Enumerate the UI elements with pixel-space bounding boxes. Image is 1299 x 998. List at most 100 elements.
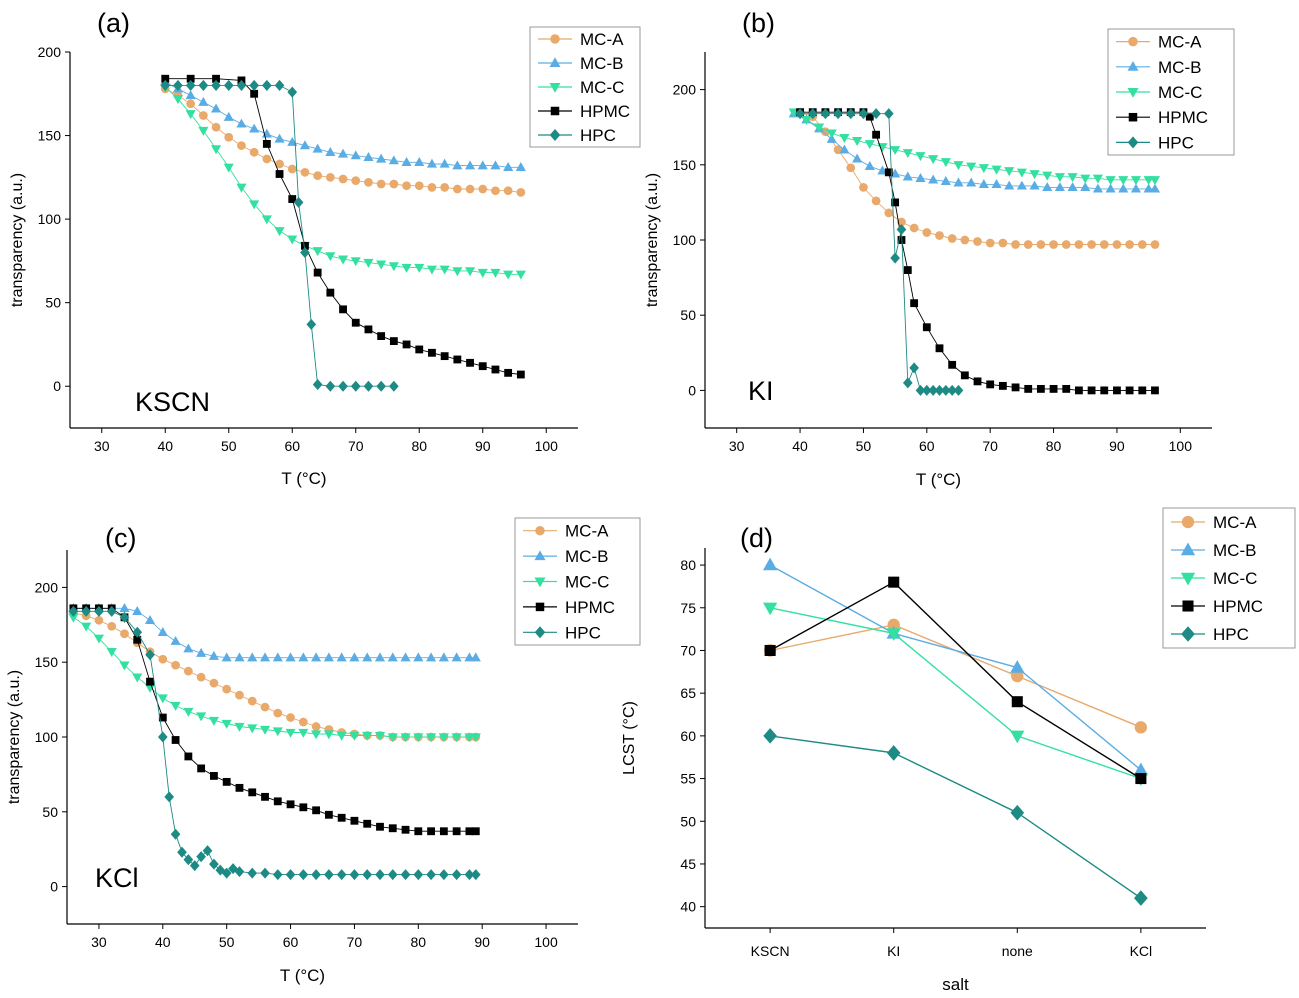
data-point bbox=[351, 318, 360, 327]
data-point bbox=[886, 745, 901, 761]
data-point bbox=[440, 182, 450, 192]
data-point bbox=[910, 299, 919, 308]
data-point bbox=[1023, 240, 1033, 249]
data-point bbox=[464, 267, 476, 277]
data-point bbox=[491, 186, 500, 196]
data-point bbox=[887, 618, 900, 632]
data-point bbox=[465, 184, 475, 194]
data-point bbox=[903, 266, 912, 274]
data-point bbox=[891, 198, 900, 207]
data-point bbox=[325, 146, 336, 156]
x-tick-label: 40 bbox=[155, 934, 171, 950]
series-line bbox=[73, 616, 476, 738]
data-point bbox=[985, 238, 995, 248]
data-point bbox=[503, 186, 513, 196]
data-point bbox=[223, 163, 234, 173]
data-point bbox=[172, 95, 184, 105]
data-point bbox=[236, 118, 247, 128]
data-point bbox=[106, 605, 117, 617]
data-point bbox=[1061, 240, 1071, 249]
data-point bbox=[897, 217, 906, 227]
data-point bbox=[890, 252, 900, 264]
data-point bbox=[146, 677, 154, 686]
data-point bbox=[1029, 180, 1040, 190]
legend-marker bbox=[535, 525, 545, 536]
data-point bbox=[490, 160, 501, 170]
data-point bbox=[259, 725, 271, 735]
data-point bbox=[119, 661, 130, 671]
data-point bbox=[223, 111, 234, 121]
data-point bbox=[234, 866, 245, 878]
data-point bbox=[157, 626, 168, 636]
data-point bbox=[298, 717, 308, 727]
data-point bbox=[350, 380, 361, 392]
data-point bbox=[236, 183, 247, 193]
y-tick-label: 200 bbox=[38, 44, 62, 60]
data-point bbox=[351, 176, 361, 186]
data-point bbox=[273, 708, 283, 718]
data-point bbox=[902, 377, 913, 389]
legend-marker bbox=[1180, 542, 1196, 556]
data-point bbox=[427, 827, 435, 836]
data-point bbox=[414, 157, 425, 166]
data-point bbox=[325, 252, 336, 262]
panel-label: (b) bbox=[742, 8, 775, 38]
data-point bbox=[820, 108, 831, 120]
data-point bbox=[145, 649, 155, 661]
data-point bbox=[1133, 762, 1149, 776]
data-point bbox=[826, 129, 837, 139]
data-point bbox=[363, 380, 374, 392]
series-hpc bbox=[160, 79, 399, 392]
x-tick-label: KSCN bbox=[751, 943, 790, 959]
salt-annotation: KI bbox=[748, 376, 774, 406]
data-point bbox=[921, 384, 932, 396]
data-point bbox=[312, 806, 321, 815]
data-point bbox=[306, 318, 317, 330]
data-point bbox=[164, 791, 175, 803]
data-point bbox=[451, 652, 462, 662]
data-point bbox=[1036, 240, 1046, 249]
y-tick-label: 65 bbox=[680, 685, 696, 701]
data-point bbox=[119, 611, 130, 623]
data-point bbox=[185, 110, 196, 120]
legend-label: MC-A bbox=[1213, 513, 1257, 532]
data-point bbox=[515, 162, 526, 171]
legend-label: MC-A bbox=[1158, 33, 1202, 52]
data-point bbox=[183, 643, 194, 653]
data-point bbox=[991, 165, 1002, 175]
x-tick-label: 80 bbox=[411, 934, 427, 950]
legend-label: HPC bbox=[565, 623, 601, 642]
data-point bbox=[94, 615, 104, 625]
data-point bbox=[249, 147, 259, 157]
data-point bbox=[311, 869, 321, 881]
data-point bbox=[326, 288, 335, 297]
data-point bbox=[1125, 386, 1134, 395]
data-point bbox=[1092, 183, 1103, 193]
data-point bbox=[947, 384, 957, 396]
data-point bbox=[466, 358, 474, 367]
data-point bbox=[325, 380, 336, 392]
data-point bbox=[248, 788, 257, 797]
y-axis-label: transparency (a.u.) bbox=[6, 670, 23, 804]
data-point bbox=[438, 733, 449, 743]
data-point bbox=[1054, 182, 1065, 192]
x-tick-label: 50 bbox=[856, 438, 872, 454]
data-point bbox=[1016, 180, 1027, 190]
data-point bbox=[515, 270, 526, 280]
data-point bbox=[402, 340, 411, 349]
y-tick-label: 100 bbox=[673, 232, 697, 248]
data-point bbox=[871, 108, 881, 120]
data-point bbox=[337, 813, 346, 822]
data-point bbox=[1011, 696, 1023, 708]
data-point bbox=[503, 270, 514, 280]
data-point bbox=[452, 267, 463, 277]
legend-label: HPMC bbox=[1213, 597, 1263, 616]
data-point bbox=[453, 355, 462, 364]
data-point bbox=[1135, 773, 1147, 785]
data-point bbox=[94, 605, 104, 617]
series-hpmc bbox=[764, 576, 1147, 785]
series-line bbox=[769, 581, 1142, 780]
data-point bbox=[237, 141, 246, 150]
data-point bbox=[221, 652, 232, 662]
data-point bbox=[966, 162, 977, 172]
